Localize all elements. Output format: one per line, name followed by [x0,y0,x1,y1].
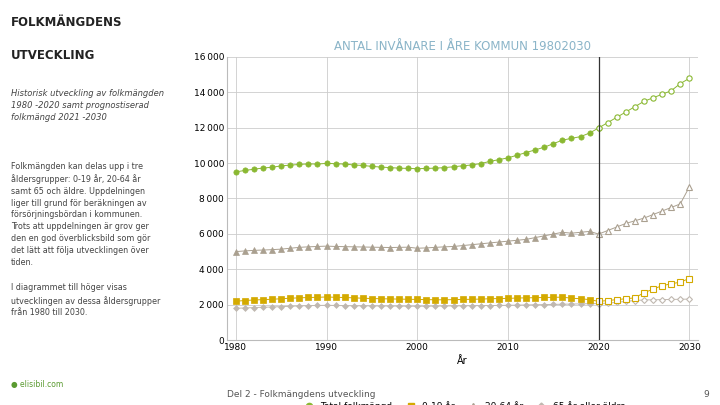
Text: 9: 9 [703,390,709,399]
Text: FOLKMÄNGDENS: FOLKMÄNGDENS [11,16,122,29]
Legend: Total folkmängd, 0-19 år, 20-64 år, 65 år eller äldre: Total folkmängd, 0-19 år, 20-64 år, 65 å… [296,399,629,405]
Text: UTVECKLING: UTVECKLING [11,49,95,62]
Text: Del 2 - Folkmängdens utveckling: Del 2 - Folkmängdens utveckling [227,390,375,399]
Text: Folkmängden kan delas upp i tre
åldersgrupper: 0-19 år, 20-64 år
samt 65 och äld: Folkmängden kan delas upp i tre åldersgr… [11,162,150,266]
Title: ANTAL INVÅNARE I ÅRE KOMMUN 19802030: ANTAL INVÅNARE I ÅRE KOMMUN 19802030 [334,40,591,53]
X-axis label: År: År [457,356,468,366]
Text: I diagrammet till höger visas
utvecklingen av dessa åldersgrupper
från 1980 till: I diagrammet till höger visas utveckling… [11,284,161,318]
Text: ● elisibil.com: ● elisibil.com [11,380,63,389]
Text: Historisk utveckling av folkmängden
1980 -2020 samt prognostiserad
folkmängd 202: Historisk utveckling av folkmängden 1980… [11,89,164,122]
